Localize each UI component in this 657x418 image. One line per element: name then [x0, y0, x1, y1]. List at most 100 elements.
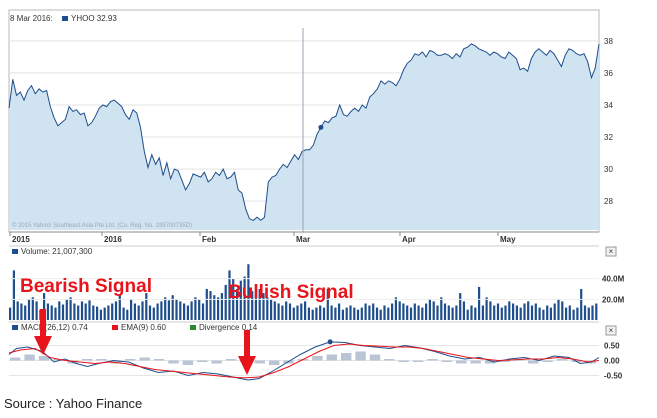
volume-bar: [156, 303, 159, 320]
volume-bar: [546, 305, 549, 320]
divergence-bar: [153, 359, 165, 361]
volume-bar: [356, 309, 360, 320]
macd-close-button[interactable]: [605, 325, 617, 336]
volume-bar: [391, 303, 394, 320]
volume-bar: [65, 299, 68, 320]
volume-bar: [160, 301, 163, 320]
volume-bar: [489, 301, 492, 320]
x-tick-label: Feb: [202, 235, 216, 244]
volume-bar: [580, 289, 583, 320]
volume-close-icon[interactable]: ×: [609, 247, 614, 256]
volume-bar: [519, 307, 522, 320]
volume-bar: [462, 301, 465, 320]
volume-bar: [402, 303, 405, 320]
header-series-label: YHOO 32.93: [71, 14, 117, 23]
divergence-bar: [254, 360, 265, 364]
volume-bar: [413, 303, 416, 320]
x-tick-label: May: [500, 235, 516, 244]
macd-y-tick-label: 0.50: [604, 342, 620, 351]
volume-bar: [530, 305, 534, 320]
volume-bars: [9, 264, 598, 320]
x-tick-label: 2015: [12, 235, 30, 244]
volume-bar: [220, 293, 223, 320]
volume-bar: [235, 289, 239, 320]
volume-bar: [364, 303, 367, 320]
volume-bar: [379, 309, 382, 320]
volume-bar: [383, 305, 386, 320]
divergence-bar: [326, 354, 337, 361]
volume-bar: [152, 307, 155, 320]
volume-bar: [133, 303, 136, 320]
divergence-bar: [125, 359, 136, 361]
volume-bar: [224, 284, 227, 320]
volume-bar: [398, 301, 401, 320]
volume-bar: [512, 303, 515, 320]
volume-bar: [474, 307, 477, 320]
volume-close-button[interactable]: [605, 246, 617, 257]
price-y-tick-label: 28: [604, 197, 613, 206]
volume-bar: [451, 307, 454, 320]
volume-bar: [338, 303, 341, 320]
volume-bar: [428, 299, 431, 320]
volume-bar: [334, 307, 337, 320]
volume-bar: [542, 309, 545, 320]
header-date: 8 Mar 2016:: [10, 14, 53, 23]
macd-legend-swatch: [12, 325, 18, 330]
macd-close-icon[interactable]: ×: [609, 326, 614, 335]
volume-bar: [436, 305, 439, 320]
volume-bar: [145, 293, 148, 320]
volume-bar: [466, 309, 469, 320]
volume-bar: [549, 307, 552, 320]
macd-legend-label: EMA(9) 0.60: [121, 323, 166, 332]
volume-bar: [175, 299, 178, 320]
volume-bar: [58, 301, 61, 320]
watermark: © 2015 Yahoo! Southeast Asia Pte Ltd. (C…: [12, 222, 192, 229]
macd-legend-label: MACD(26,12) 0.74: [21, 323, 88, 332]
volume-bar: [470, 305, 473, 320]
volume-bar: [307, 307, 310, 320]
volume-bar: [515, 305, 518, 320]
volume-bar: [96, 306, 99, 320]
macd-legend-label: Divergence 0.14: [199, 323, 258, 332]
volume-bar: [114, 301, 118, 320]
volume-bar: [9, 307, 12, 320]
volume-bar: [360, 307, 363, 320]
volume-bar: [292, 307, 295, 320]
volume-bar: [201, 303, 205, 320]
volume-bar: [186, 305, 189, 320]
volume-bar: [330, 305, 333, 320]
volume-bar: [568, 305, 571, 320]
macd-line: [8, 341, 600, 381]
volume-bar: [455, 305, 458, 320]
x-tick-label: 2016: [104, 235, 122, 244]
volume-bar: [61, 304, 65, 320]
volume-bar: [561, 301, 564, 320]
divergence-bar: [139, 357, 150, 361]
volume-bar: [485, 297, 488, 320]
price-y-tick-label: 30: [604, 165, 613, 174]
divergence-bar: [211, 360, 222, 364]
volume-bar: [213, 295, 216, 320]
price-marker: [318, 124, 324, 130]
volume-bar: [247, 264, 250, 320]
volume-bar: [534, 303, 537, 320]
divergence-bar: [96, 359, 107, 361]
volume-bar: [572, 309, 575, 320]
volume-bar: [118, 295, 121, 320]
volume-bar: [130, 299, 133, 320]
volume-bar: [141, 301, 144, 320]
volume-bar: [345, 307, 348, 320]
divergence-bar: [82, 359, 93, 361]
volume-bar: [300, 303, 303, 320]
volume-bar: [591, 305, 594, 320]
divergence-bar: [441, 360, 453, 362]
volume-bar: [353, 307, 356, 320]
volume-bar: [77, 305, 80, 320]
volume-bar: [35, 301, 38, 320]
price-y-tick-label: 32: [604, 133, 613, 142]
volume-bar: [88, 300, 91, 320]
volume-bar: [198, 299, 201, 320]
volume-bar: [421, 307, 424, 320]
divergence-bar: [427, 359, 438, 361]
volume-bar: [349, 305, 352, 320]
